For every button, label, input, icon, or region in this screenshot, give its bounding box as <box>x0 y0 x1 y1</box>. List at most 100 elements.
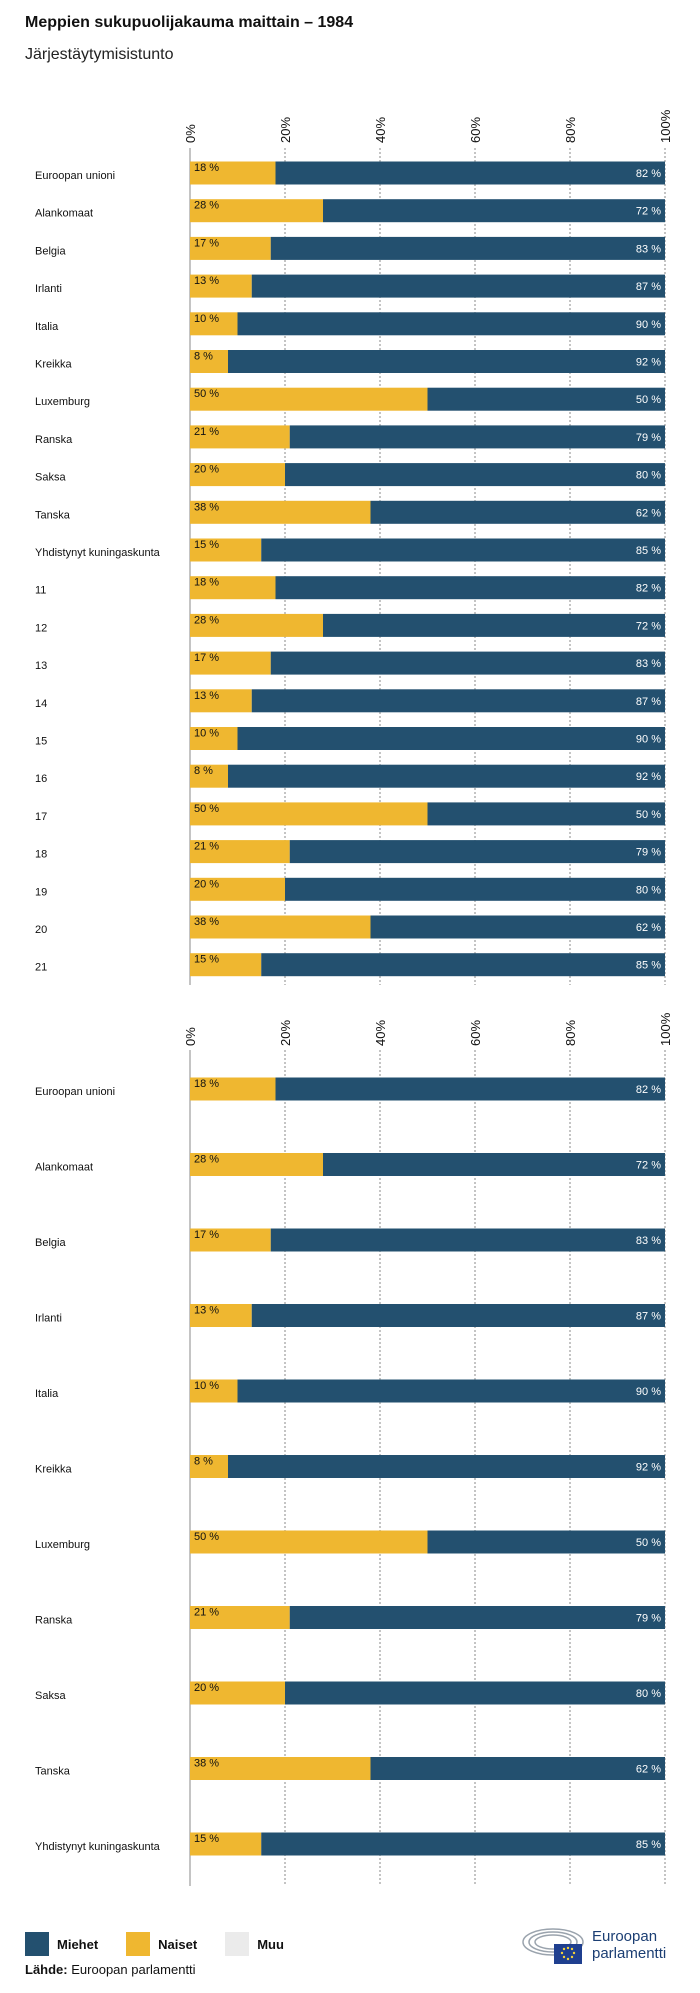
legend-swatch-other <box>225 1932 250 1956</box>
bar-women <box>190 877 285 901</box>
data-label-women: 17 % <box>194 652 219 664</box>
category-label: Kreikka <box>35 359 73 371</box>
data-label-women: 10 % <box>194 1380 219 1392</box>
data-label-women: 8 % <box>194 1456 213 1468</box>
category-label: Yhdistynyt kuningaskunta <box>35 1841 161 1853</box>
category-label: Alankomaat <box>35 208 93 220</box>
data-label-women: 13 % <box>194 690 219 702</box>
data-label-women: 15 % <box>194 954 219 966</box>
bar-women <box>190 161 276 185</box>
bar-men <box>427 1530 665 1554</box>
bar-men <box>251 689 665 713</box>
data-label-women: 28 % <box>194 1154 219 1166</box>
data-label-women: 15 % <box>194 1833 219 1845</box>
category-label: Kreikka <box>35 1464 73 1476</box>
legend: Miehet Naiset Muu <box>25 1932 298 1956</box>
bar-women <box>190 1455 228 1478</box>
data-label-men: 82 % <box>636 1084 661 1096</box>
bar-men <box>285 463 665 487</box>
bar-women <box>190 199 323 223</box>
category-label: Italia <box>35 1388 59 1400</box>
x-tick-label: 40% <box>373 1020 388 1046</box>
bar-men <box>228 1455 665 1478</box>
data-label-men: 92 % <box>636 1462 661 1474</box>
bar-women <box>190 538 262 562</box>
x-tick-label: 60% <box>468 1020 483 1046</box>
legend-swatch-men <box>25 1932 49 1956</box>
bar-chart-bottom: 0% 20% 40% 60% 80% 100% Euroopan unioni 18 % 82 … <box>35 1012 673 1886</box>
category-label: Saksa <box>35 1690 66 1702</box>
parliament-emblem-icon <box>522 1928 584 1964</box>
logo-text: Euroopan parlamentti <box>592 1928 666 1962</box>
bar-men <box>427 802 665 826</box>
x-tick-label: 20% <box>278 1020 293 1046</box>
data-label-men: 79 % <box>636 1613 661 1625</box>
bar-men <box>237 312 665 336</box>
bar-men <box>275 1077 665 1101</box>
category-label: Italia <box>35 321 59 333</box>
category-label: Belgia <box>35 1237 66 1249</box>
data-label-men: 90 % <box>636 319 661 331</box>
bar-women <box>190 274 252 298</box>
legend-label-men: Miehet <box>57 1936 99 1952</box>
data-label-women: 8 % <box>194 351 213 363</box>
x-tick-label: 40% <box>373 117 388 143</box>
bar-women <box>190 1077 276 1101</box>
bar-women <box>190 651 271 675</box>
bar-women <box>190 727 238 750</box>
bar-women <box>190 1757 371 1780</box>
bar-men <box>323 199 665 223</box>
bar-men <box>237 1379 665 1403</box>
data-label-women: 15 % <box>194 539 219 551</box>
category-label: 13 <box>35 660 47 672</box>
category-label: Yhdistynyt kuningaskunta <box>35 547 161 559</box>
x-tick-label: 80% <box>563 117 578 143</box>
category-label: Luxemburg <box>35 396 90 408</box>
data-label-women: 38 % <box>194 916 219 928</box>
data-label-women: 20 % <box>194 464 219 476</box>
european-parliament-logo: Euroopan parlamentti <box>520 1924 690 1968</box>
data-label-men: 87 % <box>636 696 661 708</box>
data-label-men: 83 % <box>636 1235 661 1247</box>
data-label-women: 21 % <box>194 841 219 853</box>
x-tick-label: 80% <box>563 1020 578 1046</box>
x-tick-label: 20% <box>278 117 293 143</box>
data-label-women: 17 % <box>194 237 219 249</box>
bar-men <box>251 274 665 298</box>
bar-men <box>275 576 665 600</box>
x-tick-label: 0% <box>183 1027 198 1046</box>
data-label-men: 80 % <box>636 884 661 896</box>
data-label-women: 10 % <box>194 313 219 325</box>
data-label-women: 20 % <box>194 878 219 890</box>
data-label-women: 21 % <box>194 1607 219 1619</box>
bar-women <box>190 312 238 336</box>
bar-women <box>190 576 276 600</box>
category-label: Euroopan unioni <box>35 170 115 182</box>
bar-women <box>190 1153 323 1176</box>
data-label-women: 20 % <box>194 1682 219 1694</box>
data-label-women: 13 % <box>194 1305 219 1317</box>
bar-women <box>190 953 262 977</box>
data-label-men: 82 % <box>636 168 661 180</box>
bar-chart-top: 0% 20% 40% 60% 80% 100% Euroopan unioni 18 % 82 … <box>35 109 673 985</box>
bar-men <box>323 1153 665 1176</box>
data-label-men: 83 % <box>636 658 661 670</box>
bar-women <box>190 1681 285 1705</box>
category-label: 19 <box>35 886 47 898</box>
legend-label-women: Naiset <box>158 1936 198 1952</box>
bar-men <box>261 1832 665 1856</box>
bar-men <box>237 727 665 750</box>
category-label: 17 <box>35 811 47 823</box>
data-label-men: 62 % <box>636 922 661 934</box>
bar-men <box>289 425 665 449</box>
legend-item-other: Muu <box>225 1932 284 1956</box>
logo-line2: parlamentti <box>592 1945 667 1962</box>
data-label-men: 50 % <box>636 1537 661 1549</box>
data-label-women: 50 % <box>194 388 219 400</box>
category-label: Tanska <box>35 509 71 521</box>
bar-men <box>289 840 665 864</box>
source-label: Lähde: <box>25 1962 68 1977</box>
legend-item-women: Naiset <box>126 1932 197 1956</box>
data-label-men: 85 % <box>636 545 661 557</box>
category-label: Alankomaat <box>35 1162 93 1174</box>
